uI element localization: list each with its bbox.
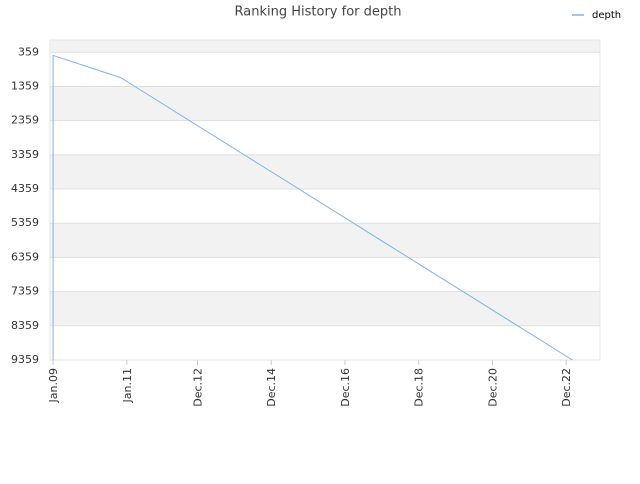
plot-band bbox=[50, 325, 600, 360]
y-tick-label: 3359 bbox=[11, 148, 39, 161]
x-tick-label: Jan.11 bbox=[121, 368, 134, 403]
plot-band bbox=[50, 223, 600, 258]
x-tick-label: Dec.20 bbox=[486, 368, 499, 407]
plot-band bbox=[50, 52, 600, 87]
x-tick-label: Dec.18 bbox=[413, 368, 426, 407]
x-tick-label: Jan.09 bbox=[47, 368, 60, 403]
plot-band bbox=[50, 154, 600, 190]
y-tick-label: 8359 bbox=[11, 319, 39, 332]
plot-band bbox=[50, 86, 600, 121]
y-tick-label: 1359 bbox=[11, 79, 39, 92]
line bbox=[52, 54, 573, 361]
y-tick-label: 7359 bbox=[11, 285, 39, 298]
plot-band bbox=[50, 40, 600, 53]
plot-band bbox=[50, 257, 600, 292]
y-tick-label: 359 bbox=[18, 45, 39, 58]
x-tick-label: Dec.22 bbox=[560, 368, 573, 407]
plot-band bbox=[50, 120, 600, 155]
y-tick-label: 5359 bbox=[11, 216, 39, 229]
x-tick-label: Dec.14 bbox=[265, 368, 278, 407]
y-tick-label: 9359 bbox=[11, 353, 39, 366]
x-tick-label: Dec.16 bbox=[339, 368, 352, 407]
legend-label: depth bbox=[592, 10, 621, 21]
chart-title: Ranking History for depth bbox=[235, 5, 402, 20]
y-tick-label: 4359 bbox=[11, 182, 39, 195]
y-tick-label: 2359 bbox=[11, 114, 39, 127]
plot-band bbox=[50, 291, 600, 326]
x-tick-label: Dec.12 bbox=[191, 368, 204, 407]
plot-band bbox=[50, 189, 600, 224]
y-tick-label: 6359 bbox=[11, 250, 39, 263]
